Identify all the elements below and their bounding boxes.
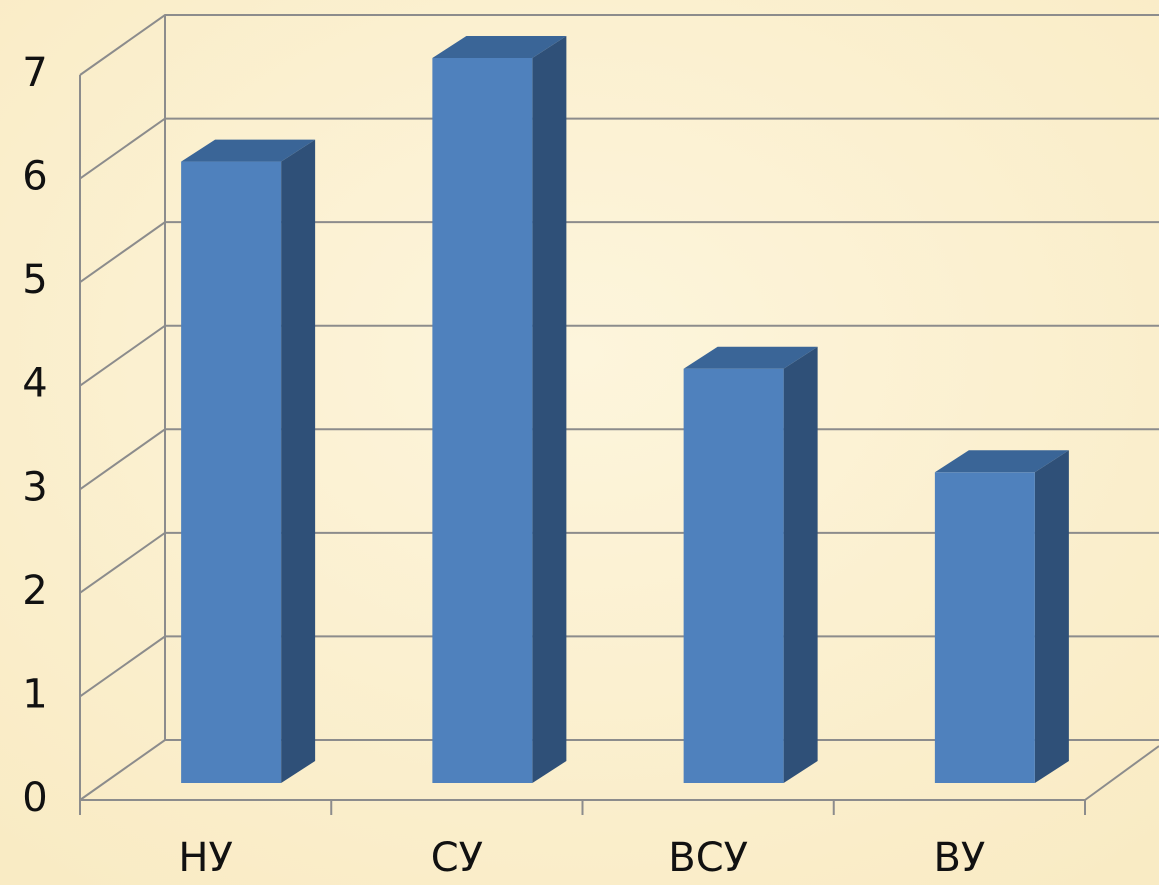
bar-top [181,139,316,162]
y-tick-label: 0 [22,775,47,821]
bar-top [934,450,1069,473]
grid-line [79,14,1159,76]
grid-line [79,531,1159,594]
grid-line [79,117,1159,180]
floor-right-edge [1084,745,1159,801]
x-tick-label: ВСУ [668,835,748,881]
x-tick-label: СУ [431,835,483,881]
y-tick-label: 1 [22,671,47,717]
y-tick-label: 7 [22,50,47,96]
grid-line [79,635,1159,698]
y-tick-label: 2 [22,568,47,614]
bar-top [432,36,567,58]
bar-side [281,139,316,784]
grid-line [79,739,1159,801]
grid-line [79,221,1159,283]
grid-line [79,324,1159,387]
grid-line [79,428,1159,491]
y-tick-label: 5 [22,257,47,303]
bar [934,472,1035,783]
y-tick-label: 3 [22,464,47,510]
y-tick-label: 4 [22,361,47,407]
bar-side [1034,450,1069,783]
x-tick-label: ВУ [933,835,985,881]
bar [432,58,533,783]
bar-side [532,36,567,783]
bar [683,368,784,783]
bar-top [683,346,818,369]
x-tick-label: НУ [178,835,232,881]
bar-side [783,346,818,783]
y-tick-label: 6 [22,154,47,200]
bar [181,161,282,784]
